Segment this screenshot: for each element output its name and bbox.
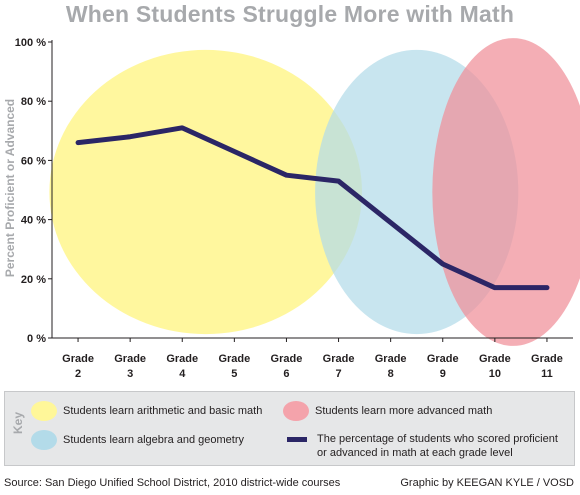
- key-item-label: Students learn arithmetic and basic math: [63, 405, 263, 417]
- key-item-arithmetic: Students learn arithmetic and basic math: [31, 401, 271, 421]
- pink-circle-icon: [283, 401, 309, 421]
- key-item-label: Students learn more advanced math: [315, 405, 493, 417]
- key-item-line: The percentage of students who scored pr…: [287, 432, 569, 460]
- footer-source: Source: San Diego Unified School Distric…: [4, 477, 341, 489]
- footer-credit: Graphic by KEEGAN KYLE / VOSD: [400, 477, 574, 489]
- x-tick-label: Grade 6: [271, 353, 303, 380]
- key-item-label: The percentage of students who scored pr…: [317, 433, 558, 459]
- axes-group: [51, 40, 573, 339]
- key-item-label: Students learn algebra and geometry: [63, 434, 245, 446]
- x-tick-label: Grade 10: [479, 353, 511, 380]
- y-tick-label: 0 %: [27, 333, 46, 345]
- blue-circle-icon: [31, 430, 57, 450]
- y-tick-label: 100 %: [15, 37, 46, 49]
- region-group: [49, 38, 580, 346]
- y-tick-label: 20 %: [21, 274, 46, 286]
- x-category-group: Grade 2 Grade 3 Grade 4 Grade 5 Grade 6 Grade 7 Grad…: [62, 338, 563, 380]
- x-tick-label: Grade 4: [166, 353, 198, 380]
- key-item-algebra: Students learn algebra and geometry: [31, 430, 271, 450]
- x-tick-label: Grade 8: [375, 353, 407, 380]
- y-tick-label: 80 %: [21, 96, 46, 108]
- x-tick-label: Grade 3: [114, 353, 146, 380]
- y-tick-label: 40 %: [21, 215, 46, 227]
- yellow-circle-icon: [31, 401, 57, 421]
- y-tick-group: 0 % 20 % 40 % 60 % 80 % 100 %: [15, 37, 52, 345]
- series-line: [75, 125, 550, 291]
- x-tick-label: Grade 7: [323, 353, 355, 380]
- key-title: Key: [11, 411, 25, 434]
- region-advanced: [432, 38, 580, 346]
- key-item-advanced: Students learn more advanced math: [283, 401, 568, 421]
- key-box: Key Students learn arithmetic and basic …: [4, 391, 575, 466]
- x-tick-label: Grade 2: [62, 353, 94, 380]
- y-tick-label: 60 %: [21, 155, 46, 167]
- x-tick-label: Grade 11: [531, 353, 563, 380]
- chart-title: When Students Struggle More with Math: [65, 1, 515, 27]
- y-axis-label: Percent Proficient or Advanced: [3, 99, 17, 277]
- line-swatch-icon: [287, 437, 307, 442]
- x-tick-label: Grade 5: [218, 353, 250, 380]
- series-group: [75, 125, 550, 291]
- x-tick-label: Grade 9: [427, 353, 459, 380]
- region-arithmetic: [49, 49, 362, 335]
